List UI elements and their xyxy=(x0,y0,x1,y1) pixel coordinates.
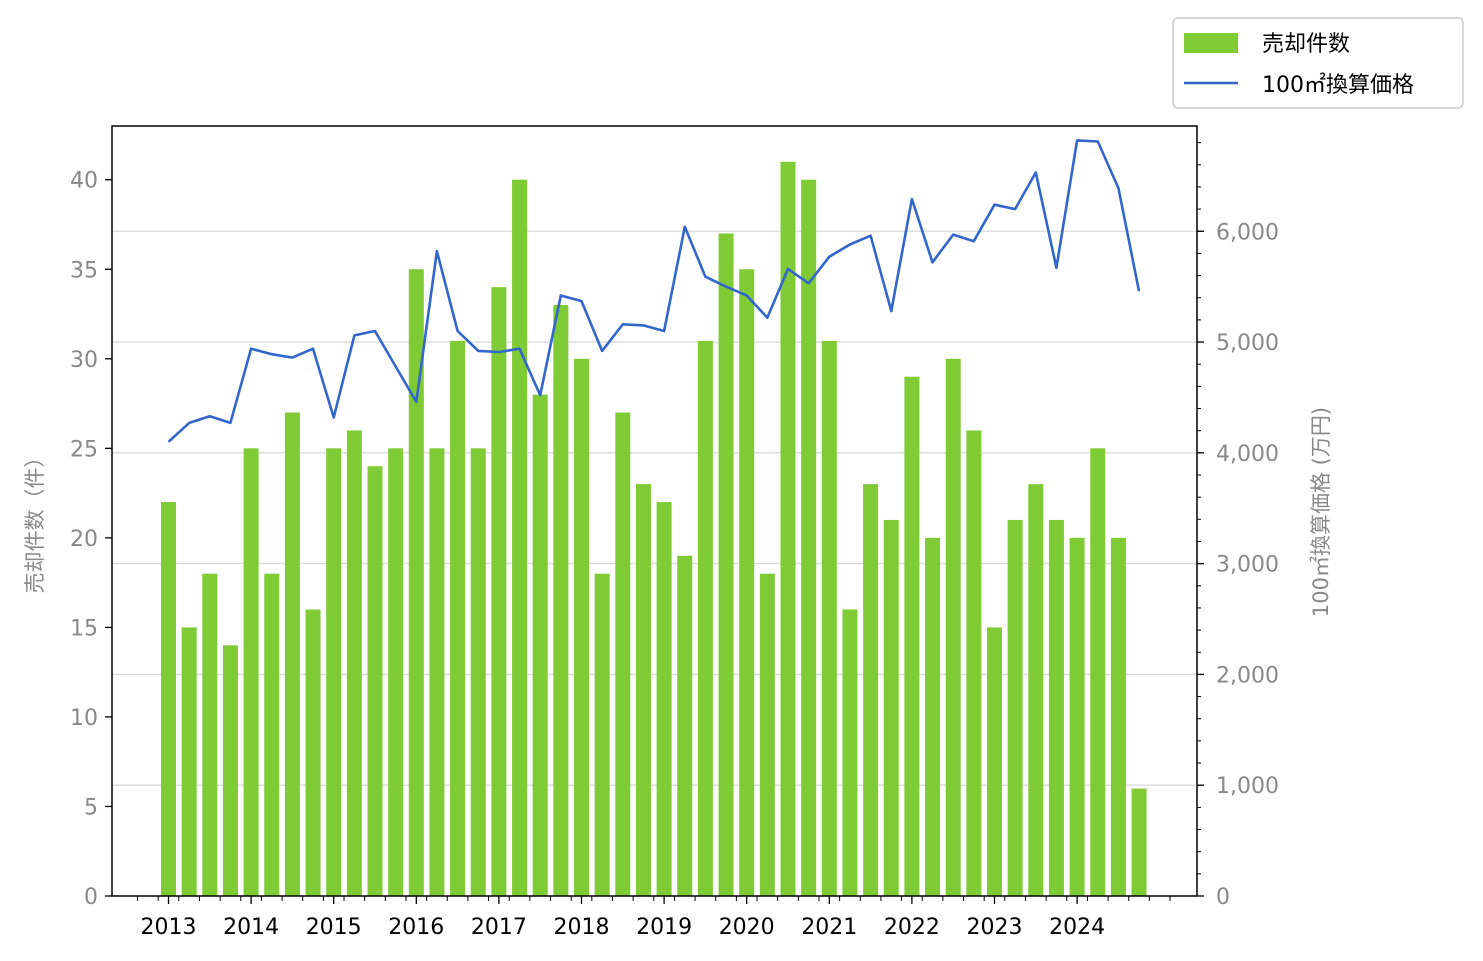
bar xyxy=(1090,448,1106,896)
x-tick-label: 2024 xyxy=(1049,915,1105,940)
legend-box xyxy=(1172,17,1464,109)
left-tick-label: 10 xyxy=(70,706,98,731)
price-line xyxy=(167,139,1141,443)
left-tick-label: 5 xyxy=(84,795,98,820)
x-tick-label: 2015 xyxy=(306,915,362,940)
left-tick-label: 40 xyxy=(70,169,98,194)
x-tick-label: 2016 xyxy=(388,915,444,940)
bar xyxy=(491,287,507,896)
bar xyxy=(264,573,280,896)
bar xyxy=(801,179,817,896)
bar xyxy=(429,448,445,896)
bar xyxy=(161,502,176,896)
bar xyxy=(408,269,424,896)
x-tick-label: 2019 xyxy=(636,915,692,940)
bar xyxy=(697,340,713,896)
bar xyxy=(470,448,486,896)
bar xyxy=(821,340,837,896)
legend-line-label: 100㎡換算価格 xyxy=(1262,72,1414,98)
bar xyxy=(656,502,672,896)
bar xyxy=(883,519,899,896)
bar xyxy=(202,573,218,896)
bar xyxy=(1131,788,1147,896)
left-tick-label: 25 xyxy=(70,437,98,462)
bar xyxy=(181,627,197,896)
right-tick-label: 2,000 xyxy=(1216,663,1279,688)
bar xyxy=(718,233,734,896)
bar xyxy=(532,394,548,896)
right-tick-label: 5,000 xyxy=(1216,331,1279,356)
bar xyxy=(367,466,383,896)
bar xyxy=(780,161,796,896)
bar xyxy=(553,305,569,896)
bar xyxy=(635,484,651,896)
bar xyxy=(1110,537,1126,896)
bar xyxy=(243,448,259,896)
x-tick-label: 2018 xyxy=(554,915,610,940)
bar xyxy=(863,484,879,896)
right-axis-title: 100㎡換算価格 (万円) xyxy=(1309,407,1333,617)
right-tick-label: 4,000 xyxy=(1216,442,1279,467)
bar xyxy=(222,645,238,896)
bar xyxy=(945,358,961,896)
bar xyxy=(615,412,631,896)
bar xyxy=(739,269,755,896)
bar xyxy=(1028,484,1044,896)
bar xyxy=(842,609,858,896)
bars-series xyxy=(161,161,1147,897)
legend-bar-label: 売却件数 xyxy=(1262,32,1350,57)
x-tick-label: 2021 xyxy=(801,915,857,940)
x-tick-label: 2022 xyxy=(884,915,940,940)
x-tick-label: 2014 xyxy=(223,915,279,940)
bar xyxy=(904,376,920,897)
bar xyxy=(1007,519,1023,896)
x-tick-label: 2020 xyxy=(719,915,775,940)
bar xyxy=(326,448,342,896)
left-axis-title: 売却件数（件） xyxy=(23,447,47,594)
right-axis: 0 1,000 2,000 3,000 4,000 5,000 6,000 xyxy=(1197,142,1279,910)
right-tick-label: 3,000 xyxy=(1216,553,1279,578)
bar xyxy=(512,179,528,896)
x-tick-label: 2017 xyxy=(471,915,527,940)
bar xyxy=(925,537,941,896)
legend: 売却件数 100㎡換算価格 xyxy=(1172,17,1464,109)
right-tick-label: 1,000 xyxy=(1216,774,1279,799)
left-tick-label: 30 xyxy=(70,348,98,373)
right-tick-label: 0 xyxy=(1216,885,1230,910)
plot-frame xyxy=(111,125,1198,897)
left-tick-label: 0 xyxy=(84,885,98,910)
left-axis: 0 5 10 15 20 25 30 35 40 xyxy=(70,169,112,910)
bar xyxy=(966,430,982,896)
bar xyxy=(759,573,775,896)
bar xyxy=(987,627,1002,896)
bar xyxy=(346,430,362,896)
bar xyxy=(388,448,404,896)
left-tick-label: 35 xyxy=(70,258,98,283)
x-axis: 2013 2014 2015 2016 2017 2018 2019 2020 2021 2022… xyxy=(137,896,1171,940)
price-line-series xyxy=(167,139,1141,443)
bar xyxy=(450,340,466,896)
bar xyxy=(305,609,321,896)
x-tick-label: 2013 xyxy=(141,915,197,940)
x-tick-label: 2023 xyxy=(967,915,1023,940)
left-tick-label: 20 xyxy=(70,527,98,552)
bar xyxy=(594,573,610,896)
left-tick-label: 15 xyxy=(70,616,98,641)
bar xyxy=(284,412,300,896)
bar xyxy=(1069,537,1085,896)
legend-bar-swatch xyxy=(1184,33,1238,53)
bar xyxy=(677,555,693,896)
right-tick-label: 6,000 xyxy=(1216,220,1279,245)
bar xyxy=(574,358,589,896)
bar xyxy=(1048,519,1064,896)
